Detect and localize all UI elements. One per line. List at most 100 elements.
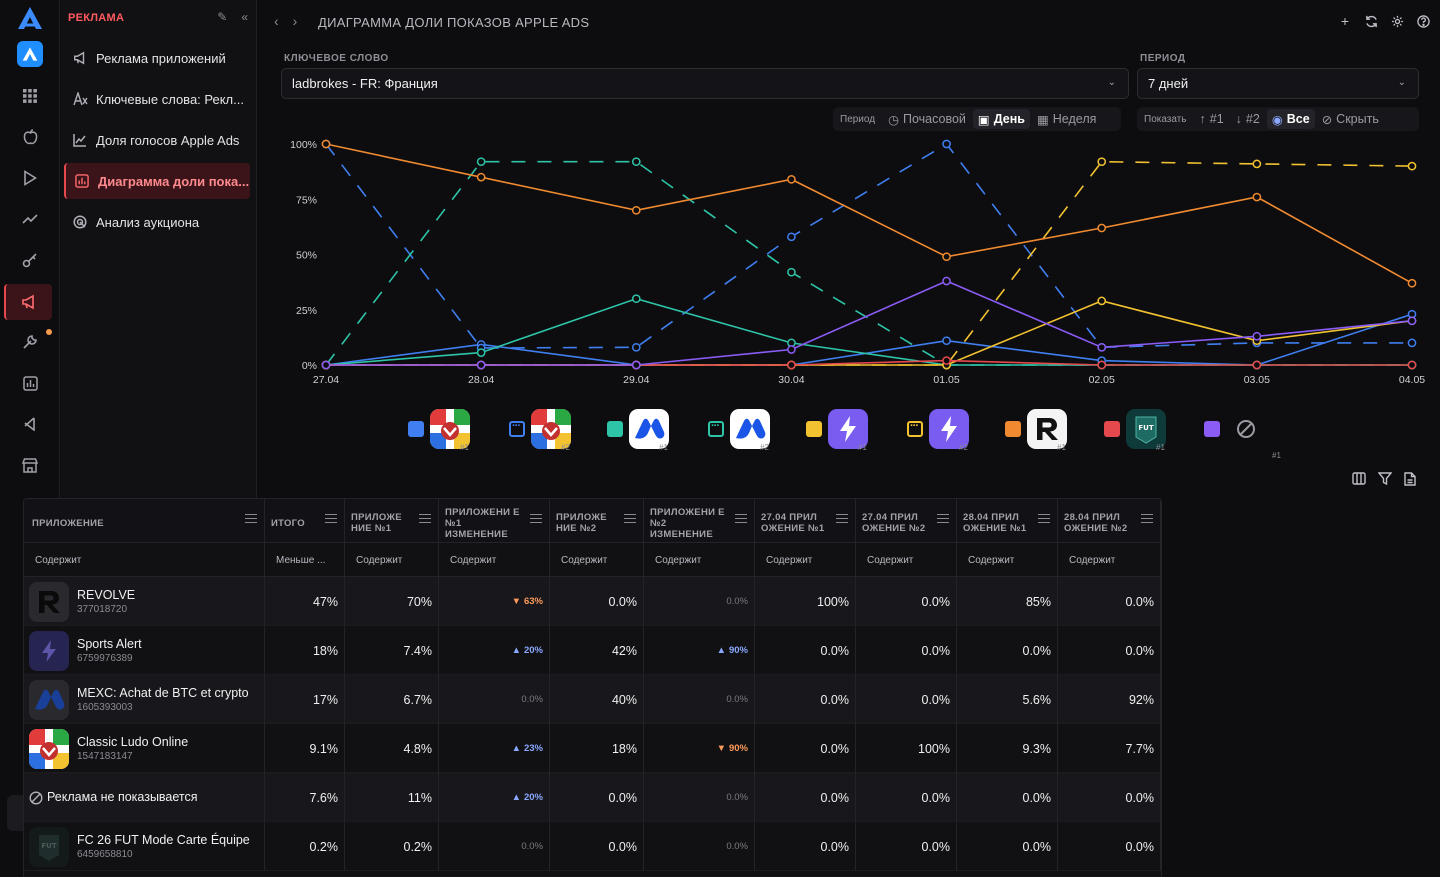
column-filter-input[interactable]: Содержит <box>755 543 856 577</box>
column-menu-icon[interactable] <box>937 514 949 523</box>
legend-item[interactable]: #2 <box>509 405 579 455</box>
data-point[interactable] <box>631 294 641 304</box>
filter-icon[interactable] <box>1377 472 1393 489</box>
column-header[interactable]: ПРИЛОЖЕНИ Е №2 ИЗМЕНЕНИЕ <box>644 499 755 543</box>
data-point[interactable] <box>942 252 951 262</box>
column-filter-input[interactable]: Меньше ... <box>265 543 345 577</box>
forward-icon[interactable]: › <box>292 13 298 29</box>
column-menu-icon[interactable] <box>530 514 542 523</box>
app-name[interactable]: MEXC: Achat de BTC et crypto <box>77 685 249 700</box>
column-header[interactable]: ПРИЛОЖЕНИЕ <box>24 499 265 543</box>
data-point[interactable] <box>631 157 641 167</box>
show-hide[interactable]: ⊘ Скрыть <box>1321 112 1379 127</box>
sidebar-item-auction-analysis[interactable]: Анализ аукциона <box>64 204 250 240</box>
column-filter-input[interactable]: Содержит <box>439 543 550 577</box>
legend-item[interactable]: #1 <box>408 405 478 455</box>
column-menu-icon[interactable] <box>735 514 747 523</box>
app-name[interactable]: FC 26 FUT Mode Carte Équipe <box>77 832 250 847</box>
data-point[interactable] <box>1407 316 1417 326</box>
table-row[interactable]: Sports Alert 6759976389 18% 7.4% ▲ 20% 42% ▲ 90%… <box>24 626 1161 675</box>
column-menu-icon[interactable] <box>624 514 636 523</box>
column-filter-input[interactable]: Содержит <box>856 543 957 577</box>
data-point[interactable] <box>1407 338 1417 348</box>
show-all[interactable]: ◉ Все <box>1266 109 1315 129</box>
column-header[interactable]: 28.04 ПРИЛ ОЖЕНИЕ №2 <box>1058 499 1161 543</box>
series-line[interactable] <box>325 160 1412 366</box>
column-filter-input[interactable]: Содержит <box>957 543 1058 577</box>
column-header[interactable]: ИТОГО <box>265 499 345 543</box>
data-point[interactable] <box>631 360 641 370</box>
data-point[interactable] <box>1097 223 1107 233</box>
data-point[interactable] <box>476 348 486 357</box>
collapse-sidebar-icon[interactable]: « <box>241 10 248 24</box>
ads-megaphone-icon[interactable] <box>4 284 52 320</box>
column-header[interactable]: ПРИЛОЖЕ НИЕ №1 <box>345 499 439 543</box>
edit-icon[interactable]: ✎ <box>217 10 228 24</box>
app-name[interactable]: Classic Ludo Online <box>77 734 189 749</box>
data-point[interactable] <box>476 157 486 167</box>
column-filter-input[interactable]: Содержит <box>550 543 644 577</box>
key-icon[interactable] <box>18 248 42 272</box>
granularity-day[interactable]: ▣ День <box>972 109 1030 129</box>
app-name[interactable]: REVOLVE <box>77 587 136 602</box>
column-header[interactable]: 28.04 ПРИЛ ОЖЕНИЕ №1 <box>957 499 1058 543</box>
series-line[interactable] <box>325 313 1413 366</box>
store-icon[interactable] <box>18 453 42 477</box>
data-point[interactable] <box>1252 159 1262 169</box>
current-app-icon[interactable] <box>17 41 43 67</box>
back-icon[interactable]: ‹ <box>274 13 279 29</box>
data-point[interactable] <box>1097 157 1107 167</box>
help-icon[interactable] <box>1416 13 1430 29</box>
legend-item[interactable]: #1 <box>607 405 677 455</box>
series-line[interactable] <box>326 300 1413 366</box>
data-point[interactable] <box>1097 296 1107 306</box>
sidebar-item-impression-share-chart[interactable]: Диаграмма доли пока... <box>64 163 250 199</box>
data-point[interactable] <box>942 336 951 346</box>
data-point[interactable] <box>1407 360 1417 370</box>
data-point[interactable] <box>1407 161 1417 171</box>
column-menu-icon[interactable] <box>325 514 337 523</box>
grid-icon[interactable] <box>18 84 42 108</box>
legend-item[interactable]: FUT #1 <box>1104 405 1174 455</box>
legend-item[interactable]: #2 <box>708 405 778 455</box>
data-point[interactable] <box>942 356 951 365</box>
column-menu-icon[interactable] <box>245 514 257 523</box>
columns-icon[interactable] <box>1352 472 1366 489</box>
series-line[interactable] <box>325 143 1413 284</box>
data-point[interactable] <box>476 360 486 370</box>
report-icon[interactable] <box>18 371 42 395</box>
column-filter-input[interactable]: Содержит <box>345 543 439 577</box>
legend-item[interactable]: #1 <box>806 405 876 455</box>
play-icon[interactable] <box>18 166 42 190</box>
column-menu-icon[interactable] <box>836 514 848 523</box>
sidebar-item-keywords[interactable]: Ключевые слова: Рекл... <box>64 81 250 117</box>
keyword-select[interactable]: ladbrokes - FR: Франция ⌄ <box>281 68 1129 99</box>
show-rank-1[interactable]: ↑ #1 <box>1199 112 1224 126</box>
data-point[interactable] <box>1252 360 1262 370</box>
series-line[interactable] <box>325 297 1412 366</box>
data-point[interactable] <box>631 205 641 215</box>
settings-gear-icon[interactable] <box>1390 13 1404 29</box>
column-filter-input[interactable]: Содержит <box>24 543 265 577</box>
series-line[interactable] <box>326 160 1413 366</box>
sidebar-item-app-ads[interactable]: Реклама приложений <box>64 40 250 76</box>
data-point[interactable] <box>321 139 331 149</box>
granularity-week[interactable]: ▦ Неделя <box>1036 112 1097 127</box>
data-point[interactable] <box>787 175 796 184</box>
column-header[interactable]: 27.04 ПРИЛ ОЖЕНИЕ №2 <box>856 499 957 543</box>
data-point[interactable] <box>1252 331 1262 341</box>
column-filter-input[interactable]: Содержит <box>644 543 755 577</box>
legend-item[interactable]: #1 <box>1005 405 1075 455</box>
export-icon[interactable] <box>1404 472 1416 489</box>
column-header[interactable]: 27.04 ПРИЛ ОЖЕНИЕ №1 <box>755 499 856 543</box>
series-line[interactable] <box>326 280 1413 366</box>
series-line[interactable] <box>325 142 1412 349</box>
sidebar-item-share-of-voice[interactable]: Доля голосов Apple Ads <box>64 122 250 158</box>
legend-item[interactable]: #1 <box>1204 405 1281 460</box>
data-point[interactable] <box>1097 360 1107 370</box>
data-point[interactable] <box>631 342 641 352</box>
vscode-icon[interactable] <box>18 412 42 436</box>
apple-icon[interactable] <box>18 125 42 149</box>
app-logo-icon[interactable] <box>17 6 43 30</box>
legend-item[interactable]: #2 <box>907 405 977 455</box>
